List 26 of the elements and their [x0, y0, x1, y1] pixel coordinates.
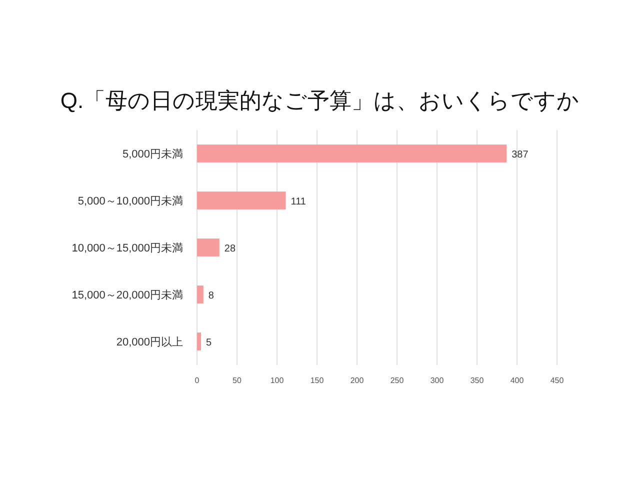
chart-title: Q.「母の日の現実的なご予算」は、おいくらですか — [60, 88, 580, 113]
data-label: 28 — [224, 244, 236, 254]
x-tick-label: 50 — [232, 376, 242, 385]
x-tick-label: 0 — [194, 376, 200, 385]
bar — [197, 144, 507, 162]
y-tick-label: 5,000円未満 — [122, 148, 183, 160]
x-tick-label: 450 — [550, 376, 564, 385]
x-tick-label: 400 — [510, 376, 524, 385]
x-tick-label: 350 — [470, 376, 484, 385]
bar — [197, 238, 220, 256]
bar — [197, 332, 201, 350]
data-label: 387 — [512, 150, 529, 160]
x-tick-label: 200 — [350, 376, 364, 385]
y-tick-label: 10,000～15,000円未満 — [72, 242, 183, 254]
bar — [197, 192, 286, 210]
data-label: 8 — [208, 290, 214, 302]
data-label: 5 — [206, 338, 212, 348]
y-tick-label: 5,000～10,000円未満 — [78, 194, 183, 208]
data-label: 111 — [290, 196, 306, 208]
y-tick-label: 20,000円以上 — [116, 336, 183, 348]
x-tick-label: 300 — [430, 376, 444, 385]
x-tick-label: 150 — [310, 376, 324, 385]
bar — [197, 286, 204, 304]
x-tick-label: 100 — [270, 376, 284, 385]
y-tick-label: 15,000～20,000円未満 — [72, 288, 183, 302]
x-tick-label: 250 — [390, 376, 404, 385]
